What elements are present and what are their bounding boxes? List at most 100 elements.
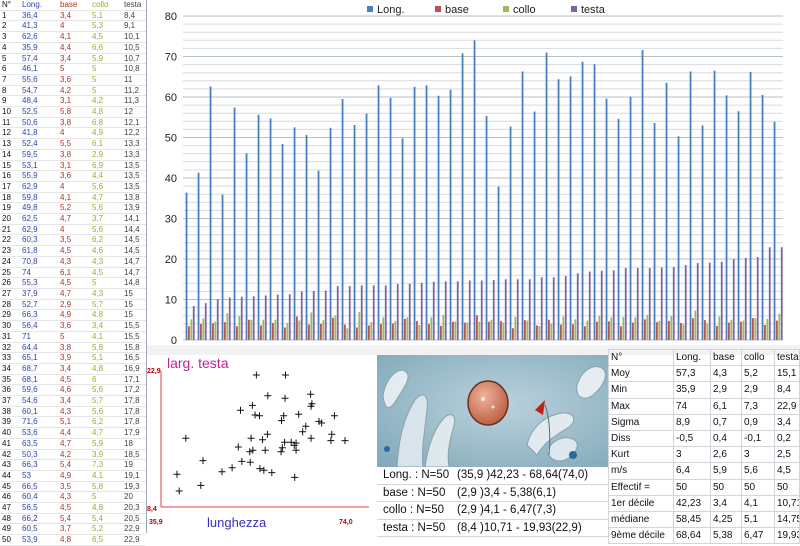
bar-collo-32 (562, 316, 565, 340)
bar-collo-31 (550, 323, 553, 340)
bar-collo-20 (418, 325, 421, 340)
table-cell: 4,9 (58, 470, 90, 482)
legend-label: testa (581, 4, 606, 16)
table-cell: 5 (0, 53, 20, 65)
table-cell: 36 (0, 384, 20, 397)
table-cell: 33 (0, 352, 20, 364)
table-cell: 55,3 (20, 277, 58, 289)
table-cell: 6,2 (90, 234, 122, 247)
table-row: 45 66,5 3,5 5,8 19,3 (0, 481, 146, 493)
bar-long-20 (413, 86, 416, 341)
bar-collo-10 (298, 320, 301, 340)
stats-cell: 0,9 (741, 413, 775, 431)
table-row: 25 74 6,1 4,5 14,7 (0, 267, 146, 279)
table-cell: 53 (20, 470, 58, 482)
bar-base-12 (320, 323, 322, 340)
table-cell: 22,9 (122, 523, 146, 536)
statistics-table: N° Long. base collo testa Moy 57,3 4,3 5,2 1… (608, 348, 800, 545)
stats-cell: -0,1 (741, 429, 775, 448)
scatter-point-13 (246, 448, 254, 456)
table-cell: 31 (0, 331, 20, 343)
table-cell: 40 (0, 427, 20, 439)
stats-cell: 6,1 (710, 397, 742, 415)
scatter-point-47 (264, 392, 272, 400)
bar-collo-18 (394, 320, 397, 340)
table-cell: 5,9 (90, 438, 122, 450)
table-cell: 52,4 (20, 138, 58, 150)
table-cell: 3,9 (90, 449, 122, 461)
table-cell: 4,7 (58, 288, 90, 300)
bar-base-18 (392, 323, 394, 340)
stats-cell: 1er décile (608, 494, 674, 512)
table-row: 6 46,1 5 5 10,8 (0, 63, 146, 75)
table-cell: 4,4 (58, 42, 90, 54)
table-cell: 3,8 (58, 117, 90, 129)
table-cell: 49,8 (20, 202, 58, 215)
bar-base-21 (428, 323, 430, 340)
stats-cell: 10,71 (774, 494, 800, 512)
scatter-point-50 (252, 371, 260, 379)
table-cell: 44 (0, 470, 20, 482)
stats-cell: 6,4 (673, 462, 711, 480)
table-row: 7 55,6 3,6 5 11 (0, 74, 146, 86)
bar-long-40 (653, 122, 656, 340)
stats-cell: 2,9 (741, 381, 775, 399)
bar-testa-1 (192, 305, 195, 340)
scatter-point-44 (248, 401, 256, 409)
bar-collo-44 (706, 323, 709, 340)
table-cell: 57,4 (20, 53, 58, 65)
bar-base-38 (632, 322, 634, 340)
table-cell: 8 (0, 85, 20, 97)
bar-long-28 (509, 126, 512, 340)
table-cell: 26 (0, 277, 20, 289)
table-cell: 4,3 (58, 256, 90, 268)
bar-base-35 (596, 321, 598, 340)
table-cell: 16 (0, 170, 20, 182)
scatter-ymin-tick: 8,4 (147, 506, 157, 513)
table-cell: 22,9 (122, 534, 146, 546)
summary-label: collo : N=50 (383, 504, 445, 516)
bar-base-44 (704, 320, 706, 340)
table-cell: 17,1 (122, 374, 146, 386)
table-cell: 11 (0, 117, 20, 129)
bar-long-2 (197, 172, 200, 340)
table-row: 28 52,7 2,9 5,7 15 (0, 299, 146, 311)
table-cell: 22 (0, 234, 20, 247)
table-cell: 3 (0, 31, 20, 43)
bar-long-6 (245, 153, 248, 340)
table-row: 49 60,5 3,7 5,2 22,9 (0, 523, 146, 536)
bar-base-50 (776, 320, 778, 340)
table-row: 37 54,6 3,4 5,7 17,8 (0, 395, 146, 407)
table-cell: 59,5 (20, 149, 58, 161)
bar-collo-23 (454, 321, 457, 340)
bar-marks (185, 40, 783, 341)
bar-testa-30 (540, 277, 543, 340)
bar-long-3 (209, 86, 212, 340)
table-cell: 71,6 (20, 416, 58, 429)
stats-cell: 4,1 (741, 494, 775, 512)
bar-testa-21 (432, 281, 435, 340)
scatter-xmax-tick: 74,0 (339, 519, 353, 526)
microscope-photo (377, 355, 608, 467)
table-cell: 5,6 (90, 181, 122, 193)
stats-header-long: Long. (673, 348, 711, 367)
table-cell: 36,4 (20, 10, 58, 22)
bar-collo-7 (262, 319, 265, 340)
bar-collo-14 (346, 328, 349, 340)
table-cell: 49 (0, 523, 20, 536)
table-cell: 17,9 (122, 427, 146, 439)
bar-long-31 (545, 52, 548, 340)
table-cell: 4,7 (58, 213, 90, 225)
bar-collo-1 (190, 319, 193, 340)
table-cell: 5 (58, 63, 90, 75)
bar-base-26 (488, 321, 490, 340)
table-row: 35 68,1 4,5 6 17,1 (0, 374, 146, 386)
bar-collo-11 (310, 312, 313, 340)
table-cell: 4,8 (90, 309, 122, 322)
table-cell: 3,6 (58, 170, 90, 182)
table-cell: 38 (0, 406, 20, 418)
table-cell: 4 (58, 20, 90, 33)
table-cell: 34 (0, 363, 20, 375)
table-cell: 52,5 (20, 106, 58, 118)
bar-base-19 (404, 318, 406, 340)
